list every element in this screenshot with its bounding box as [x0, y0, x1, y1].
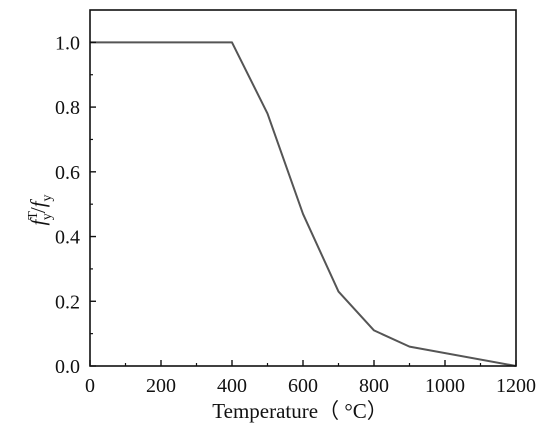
plot-frame: [89, 9, 517, 367]
tick-labels: 0 200 400 600 800 1000 1200 0.0 0.2 0.4 0.6 0.8 1.0: [55, 32, 536, 397]
x-tick-label: 0: [85, 375, 95, 397]
x-tick-label: 400: [217, 375, 247, 397]
y-title-denominator: f: [26, 198, 50, 207]
x-tick-label: 600: [288, 375, 318, 397]
x-tick-label: 1200: [496, 375, 536, 397]
x-tick-label: 1000: [425, 375, 465, 397]
y-title-slash: /: [26, 207, 50, 213]
y-tick-label: 0.0: [55, 356, 80, 378]
y-tick-label: 0.2: [55, 291, 80, 313]
series-line: [90, 41, 517, 367]
y-title-numerator: f: [26, 217, 50, 226]
x-tick-label: 200: [146, 375, 176, 397]
y-axis-title: fTy/fy: [26, 194, 55, 225]
y-title-sub: y: [40, 213, 55, 220]
y-tick-label: 1.0: [55, 32, 80, 54]
plot-area: [89, 41, 517, 367]
axes: [89, 9, 517, 367]
y-title-sup: T: [26, 211, 41, 220]
y-title-denominator-sub: y: [40, 194, 55, 201]
y-tick-label: 0.6: [55, 162, 80, 184]
x-axis-title: Temperature（ °C）: [212, 399, 387, 423]
y-tick-label: 0.8: [55, 97, 80, 119]
y-tick-label: 0.4: [55, 227, 80, 249]
x-tick-label: 800: [359, 375, 389, 397]
